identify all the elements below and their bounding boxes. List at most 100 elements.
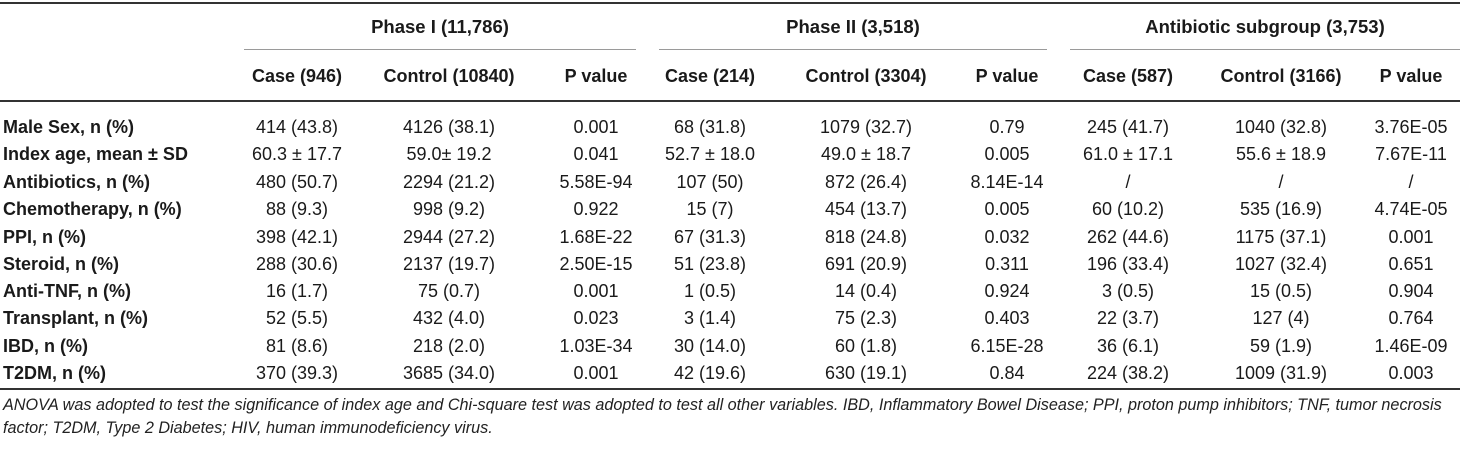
table-cell: 2.50E-15 [559, 254, 633, 274]
table-cell: 36 (6.1) [1096, 336, 1160, 356]
table-cell: 3.76E-05 [1374, 117, 1448, 137]
table-cell: 16 (1.7) [265, 281, 329, 301]
table-cell: 0.005 [984, 144, 1030, 164]
column-header: P value [975, 66, 1039, 86]
table-cell: 52.7 ± 18.0 [665, 144, 755, 164]
table-cell: 60 (10.2) [1091, 199, 1165, 219]
table-cell: 51 (23.8) [673, 254, 747, 274]
table-cell: 68 (31.8) [673, 117, 747, 137]
row-label: Index age, mean ± SD [3, 144, 188, 164]
table-cell: 8.14E-14 [970, 172, 1044, 192]
table-cell: 288 (30.6) [255, 254, 339, 274]
group-header-phase2: Phase II (3,518) [786, 16, 920, 37]
table-cell: 454 (13.7) [824, 199, 908, 219]
table-cell: 2137 (19.7) [402, 254, 496, 274]
table-cell: 0.311 [985, 254, 1029, 274]
table-cell: 432 (4.0) [412, 308, 486, 328]
table-cell: 15 (7) [686, 199, 734, 219]
group-header-antibiotic: Antibiotic subgroup (3,753) [1145, 16, 1385, 37]
row-label: Anti-TNF, n (%) [3, 281, 131, 301]
table-cell: 480 (50.7) [255, 172, 339, 192]
table-cell: 127 (4) [1252, 308, 1310, 328]
table-cell: 4126 (38.1) [402, 117, 496, 137]
column-header: Control (3166) [1220, 66, 1342, 86]
table-cell: 6.15E-28 [970, 336, 1044, 356]
column-header: Case (946) [251, 66, 343, 86]
table-cell: 0.403 [984, 308, 1030, 328]
table-cell: 1079 (32.7) [819, 117, 913, 137]
table-cell: 55.6 ± 18.9 [1236, 144, 1326, 164]
table-cell: 60 (1.8) [834, 336, 898, 356]
column-header: Control (10840) [383, 66, 515, 86]
table-cell: 1 (0.5) [683, 281, 737, 301]
table-cell: / [1278, 172, 1284, 192]
table-cell: 872 (26.4) [824, 172, 908, 192]
table-cell: 61.0 ± 17.1 [1083, 144, 1173, 164]
row-label: Transplant, n (%) [3, 308, 149, 328]
table-cell: 2294 (21.2) [402, 172, 496, 192]
table-cell: 245 (41.7) [1086, 117, 1170, 137]
table-cell: 14 (0.4) [834, 281, 898, 301]
column-header: P value [564, 66, 628, 86]
table-cell: 81 (8.6) [265, 336, 329, 356]
table-cell: 59 (1.9) [1249, 336, 1313, 356]
table-cell: 42 (19.6) [673, 363, 747, 383]
table-cell: 107 (50) [676, 172, 744, 192]
row-label: T2DM, n (%) [3, 363, 106, 383]
row-label: Chemotherapy, n (%) [3, 199, 182, 219]
bottom-rule [0, 388, 1460, 390]
row-label: Male Sex, n (%) [3, 117, 135, 137]
table-cell: 262 (44.6) [1086, 227, 1170, 247]
table-cell: 218 (2.0) [412, 336, 486, 356]
table-cell: 3 (1.4) [683, 308, 737, 328]
table-cell: 1.68E-22 [559, 227, 633, 247]
table-cell: 52 (5.5) [265, 308, 329, 328]
table-cell: 691 (20.9) [824, 254, 908, 274]
table-cell: 1.46E-09 [1374, 336, 1448, 356]
table-cell: 7.67E-11 [1375, 144, 1447, 164]
table-cell: 5.58E-94 [559, 172, 633, 192]
table-footnote: ANOVA was adopted to test the significan… [3, 396, 1442, 437]
table-cell: 67 (31.3) [673, 227, 747, 247]
table-cell: 3 (0.5) [1101, 281, 1155, 301]
table-cell: 0.032 [984, 227, 1030, 247]
table-cell: 370 (39.3) [255, 363, 339, 383]
group-underline-phase2 [659, 49, 1047, 50]
table-cell: 3685 (34.0) [402, 363, 496, 383]
table-cell: / [1408, 172, 1414, 192]
table-cell: 4.74E-05 [1374, 199, 1448, 219]
group-header-phase1: Phase I (11,786) [371, 16, 509, 37]
table-cell: 398 (42.1) [255, 227, 339, 247]
table-cell: 818 (24.8) [824, 227, 908, 247]
table-cell: 196 (33.4) [1086, 254, 1170, 274]
column-header: Control (3304) [805, 66, 927, 86]
table-cell: 1.03E-34 [559, 336, 633, 356]
table-cell: 1175 (37.1) [1235, 227, 1327, 247]
group-underline-antibiotic [1070, 49, 1460, 50]
table-cell: 0.904 [1388, 281, 1434, 301]
table-cell: 59.0± 19.2 [406, 144, 492, 164]
table-cell: 0.001 [573, 281, 619, 301]
top-rule [0, 2, 1460, 4]
table-cell: 75 (2.3) [834, 308, 898, 328]
table-cell: 2944 (27.2) [402, 227, 496, 247]
table-cell: 75 (0.7) [417, 281, 481, 301]
table-cell: 49.0 ± 18.7 [821, 144, 911, 164]
table-cell: 630 (19.1) [824, 363, 908, 383]
table-cell: 0.005 [984, 199, 1030, 219]
table-cell: 0.041 [573, 144, 619, 164]
table-cell: 0.84 [989, 363, 1025, 383]
column-header: P value [1379, 66, 1443, 86]
row-label: PPI, n (%) [3, 227, 87, 247]
column-header: Case (214) [664, 66, 756, 86]
table-cell: 1009 (31.9) [1234, 363, 1328, 383]
table-cell: / [1125, 172, 1131, 192]
table-cell: 1027 (32.4) [1234, 254, 1328, 274]
row-label: IBD, n (%) [3, 336, 88, 356]
table-cell: 60.3 ± 17.7 [252, 144, 342, 164]
table-cell: 0.924 [984, 281, 1030, 301]
table-cell: 0.001 [573, 363, 619, 383]
table-cell: 15 (0.5) [1249, 281, 1313, 301]
table-cell: 88 (9.3) [265, 199, 329, 219]
